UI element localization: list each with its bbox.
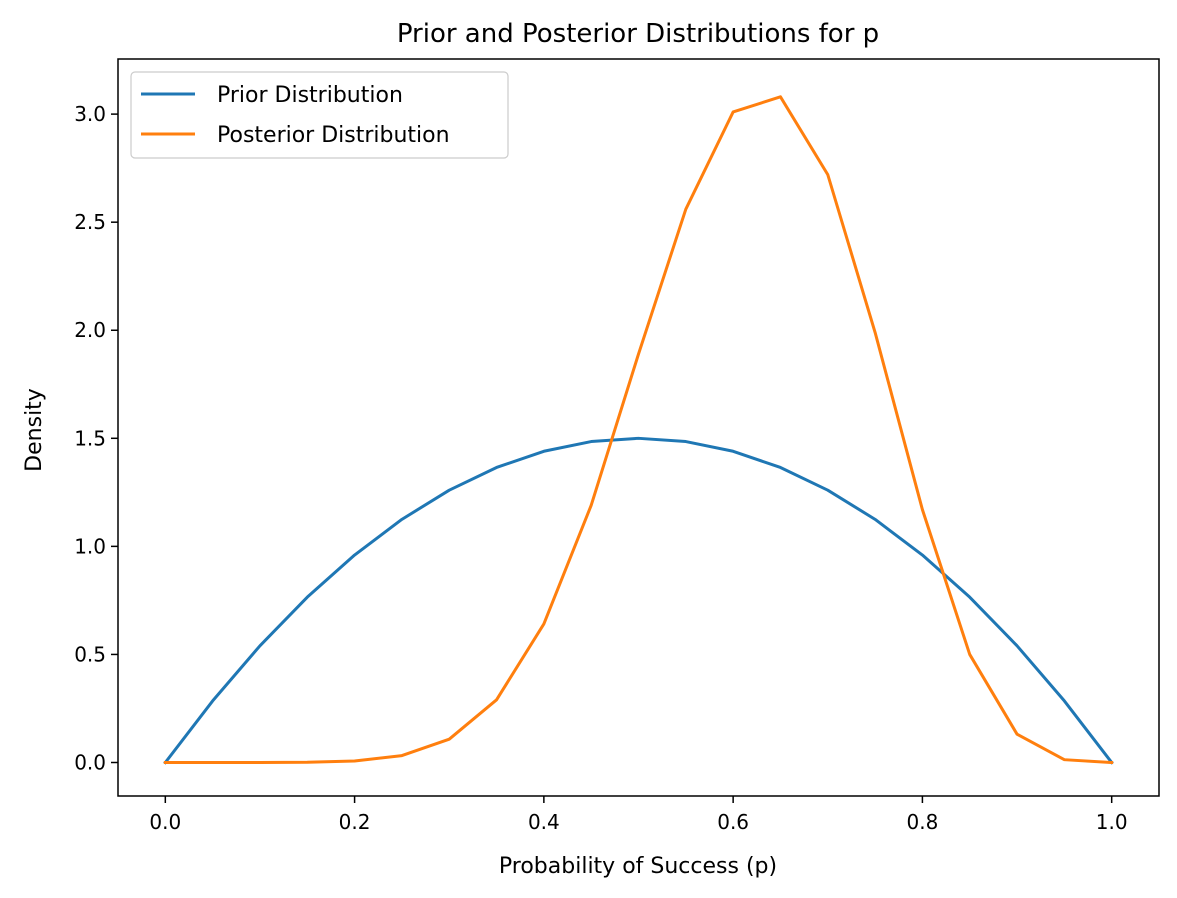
- y-tick-label: 2.5: [74, 210, 106, 234]
- x-tick-label: 0.4: [528, 810, 560, 834]
- axes-frame: [117, 58, 1160, 797]
- y-tick-label: 0.5: [74, 642, 106, 666]
- series-line-1: [163, 95, 1114, 765]
- x-axis: 0.0 0.2 0.4 0.6 0.8 1.0: [149, 796, 1128, 834]
- x-tick-label: 0.8: [907, 810, 939, 834]
- series-line-0: [163, 436, 1114, 765]
- y-tick-label: 3.0: [74, 102, 106, 126]
- x-tick-label: 0.6: [717, 810, 749, 834]
- y-axis: 0.0 0.5 1.0 1.5 2.0 2.5 3.0: [74, 102, 118, 775]
- x-axis-label: Probability of Success (p): [499, 854, 777, 879]
- y-axis-label: Density: [22, 388, 47, 472]
- legend-box: [130, 71, 509, 159]
- legend-label-1: Posterior Distribution: [217, 123, 450, 148]
- y-tick-label: 0.0: [74, 751, 106, 775]
- y-tick-label: 1.5: [74, 426, 106, 450]
- plot-area: [163, 95, 1114, 765]
- chart-title: Prior and Posterior Distributions for p: [397, 19, 879, 49]
- x-tick-label: 0.2: [339, 810, 371, 834]
- legend-label-0: Prior Distribution: [217, 83, 403, 108]
- y-tick-label: 1.0: [74, 534, 106, 558]
- y-tick-label: 2.0: [74, 318, 106, 342]
- x-tick-label: 1.0: [1096, 810, 1128, 834]
- x-tick-label: 0.0: [149, 810, 181, 834]
- legend: Prior Distribution Posterior Distribution: [130, 71, 509, 159]
